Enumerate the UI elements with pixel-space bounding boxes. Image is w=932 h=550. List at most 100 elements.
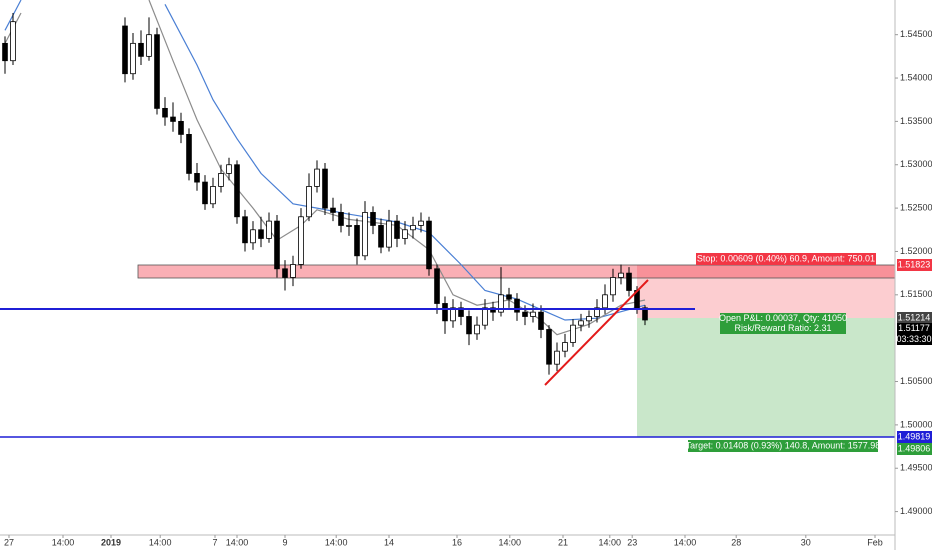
plot <box>2 0 648 375</box>
y-tick-label: 1.50500 <box>900 376 932 386</box>
x-tick-label: 27 <box>4 537 14 547</box>
y-tick-label: 1.52000 <box>900 246 932 256</box>
candle-body <box>154 34 160 109</box>
candle-body <box>642 307 648 321</box>
price-tag: 1.49819 <box>898 431 931 441</box>
tag-box <box>897 323 932 334</box>
candle-body <box>458 307 464 317</box>
pnl-label-box <box>720 313 846 334</box>
candle-body <box>234 164 240 218</box>
price-tag: 1.51823 <box>898 259 931 269</box>
x-tick-label: 14:00 <box>149 537 172 547</box>
x-tick-label: 14:00 <box>325 537 348 547</box>
target-zone <box>637 318 895 437</box>
price-tags: 1.51823 1.51214 1.51177 03:33:30 1.49819… <box>896 259 932 455</box>
candle-body <box>274 220 280 270</box>
candle-body <box>394 220 400 239</box>
candle-body <box>322 168 328 209</box>
x-tick-label: 7 <box>212 537 217 547</box>
x-tick-label: 14:00 <box>226 537 249 547</box>
candle-body <box>538 311 544 330</box>
candle-body <box>338 212 344 226</box>
candle-body <box>202 181 208 205</box>
candle-body <box>578 320 584 326</box>
y-tick-label: 1.54500 <box>900 29 932 39</box>
candle-body <box>218 173 224 187</box>
y-tick-label: 1.54000 <box>900 72 932 82</box>
candle-body <box>610 277 616 296</box>
candle-body <box>186 134 192 174</box>
candle-body <box>442 303 448 322</box>
candle-body <box>178 120 184 135</box>
x-tick-label: 14:00 <box>674 537 697 547</box>
x-tick-label: 14:00 <box>52 537 75 547</box>
tag-box <box>897 334 932 345</box>
tag-box <box>897 443 932 455</box>
candle-body <box>306 186 312 218</box>
candle-body <box>242 216 248 244</box>
stop-label: Stop: 0.00609 (0.40%) 60.9, Amount: 750.… <box>697 253 875 263</box>
x-tick-label: 30 <box>801 537 811 547</box>
candle-body <box>10 21 16 62</box>
x-tick-label: 21 <box>558 537 568 547</box>
candle-body <box>434 268 440 304</box>
trend-line <box>544 279 649 386</box>
target-label-box <box>688 440 878 452</box>
candle-body <box>410 225 416 231</box>
candle-body <box>370 212 376 226</box>
candle-body <box>506 294 512 300</box>
candle-body <box>138 42 144 57</box>
price-tag: 1.51214 <box>898 312 931 322</box>
pnl-label: Open P&L: 0.00037, Qty: 41050 <box>719 313 847 323</box>
tag-box <box>897 431 932 443</box>
x-tick-label: 23 <box>627 537 637 547</box>
candle-body <box>290 264 296 278</box>
candle-body <box>498 294 504 313</box>
candle-body <box>514 298 520 313</box>
candle-body <box>266 220 272 239</box>
candle-body <box>298 216 304 265</box>
candle-body <box>146 34 152 57</box>
resistance-box <box>137 264 896 279</box>
candle-body <box>466 316 472 335</box>
tag-box <box>897 259 932 271</box>
y-tick-label: 1.50000 <box>900 419 932 429</box>
candle-body <box>226 164 232 174</box>
candle-body <box>162 107 168 118</box>
x-tick-label: 14:00 <box>599 537 622 547</box>
y-tick-label: 1.49500 <box>900 463 932 473</box>
candle-body <box>626 272 632 291</box>
candle-body <box>522 311 528 317</box>
candle-body <box>130 42 136 75</box>
candle-body <box>362 212 368 257</box>
x-tick-label: 2019 <box>101 537 121 547</box>
candle-body <box>618 272 624 278</box>
candle-body <box>530 311 536 317</box>
price-tag: 1.49806 <box>898 443 931 453</box>
candle-body <box>386 220 392 248</box>
candle-body <box>418 220 424 226</box>
candle-body <box>282 268 288 278</box>
candle-body <box>586 316 592 322</box>
candle-body <box>594 307 600 317</box>
y-tick-label: 1.53500 <box>900 116 932 126</box>
x-tick-label: 14 <box>384 537 394 547</box>
candle-body <box>170 116 176 122</box>
x-tick-label: Feb <box>867 537 883 547</box>
candle-body <box>570 324 576 343</box>
y-tick-label: 1.53000 <box>900 159 932 169</box>
price-tag: 1.51177 <box>898 323 930 333</box>
x-tick-label: 9 <box>282 537 287 547</box>
x-tick-label: 16 <box>452 537 462 547</box>
candle-body <box>426 220 432 270</box>
candle-body <box>194 173 200 183</box>
candle-body <box>250 229 256 244</box>
candle-body <box>330 207 336 213</box>
candle-body <box>474 324 480 335</box>
candle-body <box>258 229 264 239</box>
candle-body <box>402 229 408 239</box>
x-tick-label: 14:00 <box>499 537 522 547</box>
y-tick-label: 1.51500 <box>900 289 932 299</box>
candle-body <box>450 307 456 322</box>
ratio-label: Risk/Reward Ratio: 2.31 <box>734 323 831 333</box>
